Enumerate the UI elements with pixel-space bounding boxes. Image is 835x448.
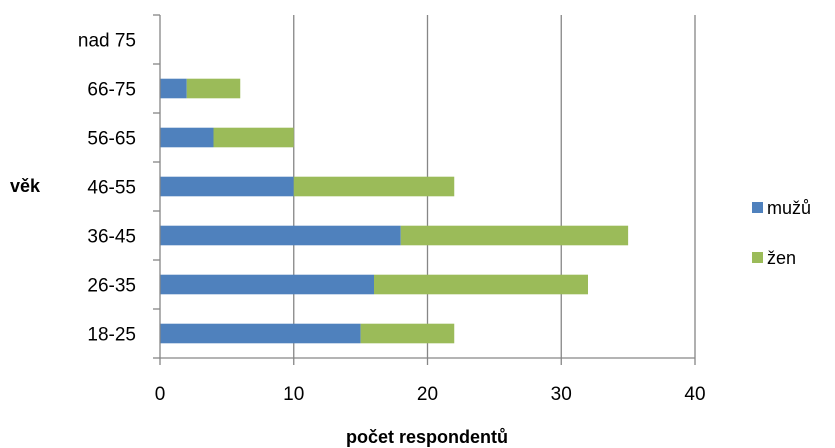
y-tick-label: 18-25	[87, 325, 136, 346]
bar-series2-56-65	[213, 127, 294, 148]
bar-series2-18-25	[360, 323, 455, 344]
legend: mužů žen	[752, 198, 811, 268]
x-axis-title: počet respondentů	[346, 427, 508, 447]
y-tick-label: nad 75	[78, 31, 136, 52]
y-axis-title: věk	[10, 176, 41, 196]
bar-series1-18-25	[160, 323, 361, 344]
y-tick-label: 36-45	[87, 227, 136, 248]
y-tick-label: 56-65	[87, 129, 136, 150]
bars	[160, 78, 629, 344]
legend-swatch	[752, 202, 763, 213]
y-tick-labels: 18-25 26-35 36-45 46-55 56-65 66-75 nad 75	[78, 31, 136, 346]
x-tick-label: 0	[155, 384, 166, 405]
bar-series2-26-35	[374, 274, 588, 295]
x-tick-label: 10	[283, 384, 304, 405]
x-tick-label: 20	[417, 384, 438, 405]
bar-series2-66-75	[186, 78, 241, 99]
y-tick-label: 66-75	[87, 80, 136, 101]
x-tick-label: 40	[684, 384, 705, 405]
bar-series1-36-45	[160, 225, 401, 246]
legend-swatch	[752, 252, 763, 263]
legend-label: mužů	[767, 198, 811, 218]
x-tick-label: 30	[551, 384, 572, 405]
legend-label: žen	[767, 248, 796, 268]
y-tick-label: 26-35	[87, 276, 136, 297]
bar-series2-36-45	[400, 225, 629, 246]
bar-series1-66-75	[160, 78, 187, 99]
x-tick-labels: 0 10 20 30 40	[155, 384, 706, 405]
y-tick-label: 46-55	[87, 178, 136, 199]
bar-series1-46-55	[160, 176, 294, 197]
bar-series1-26-35	[160, 274, 374, 295]
bar-series1-56-65	[160, 127, 214, 148]
axes	[153, 14, 696, 365]
bar-series2-46-55	[293, 176, 455, 197]
